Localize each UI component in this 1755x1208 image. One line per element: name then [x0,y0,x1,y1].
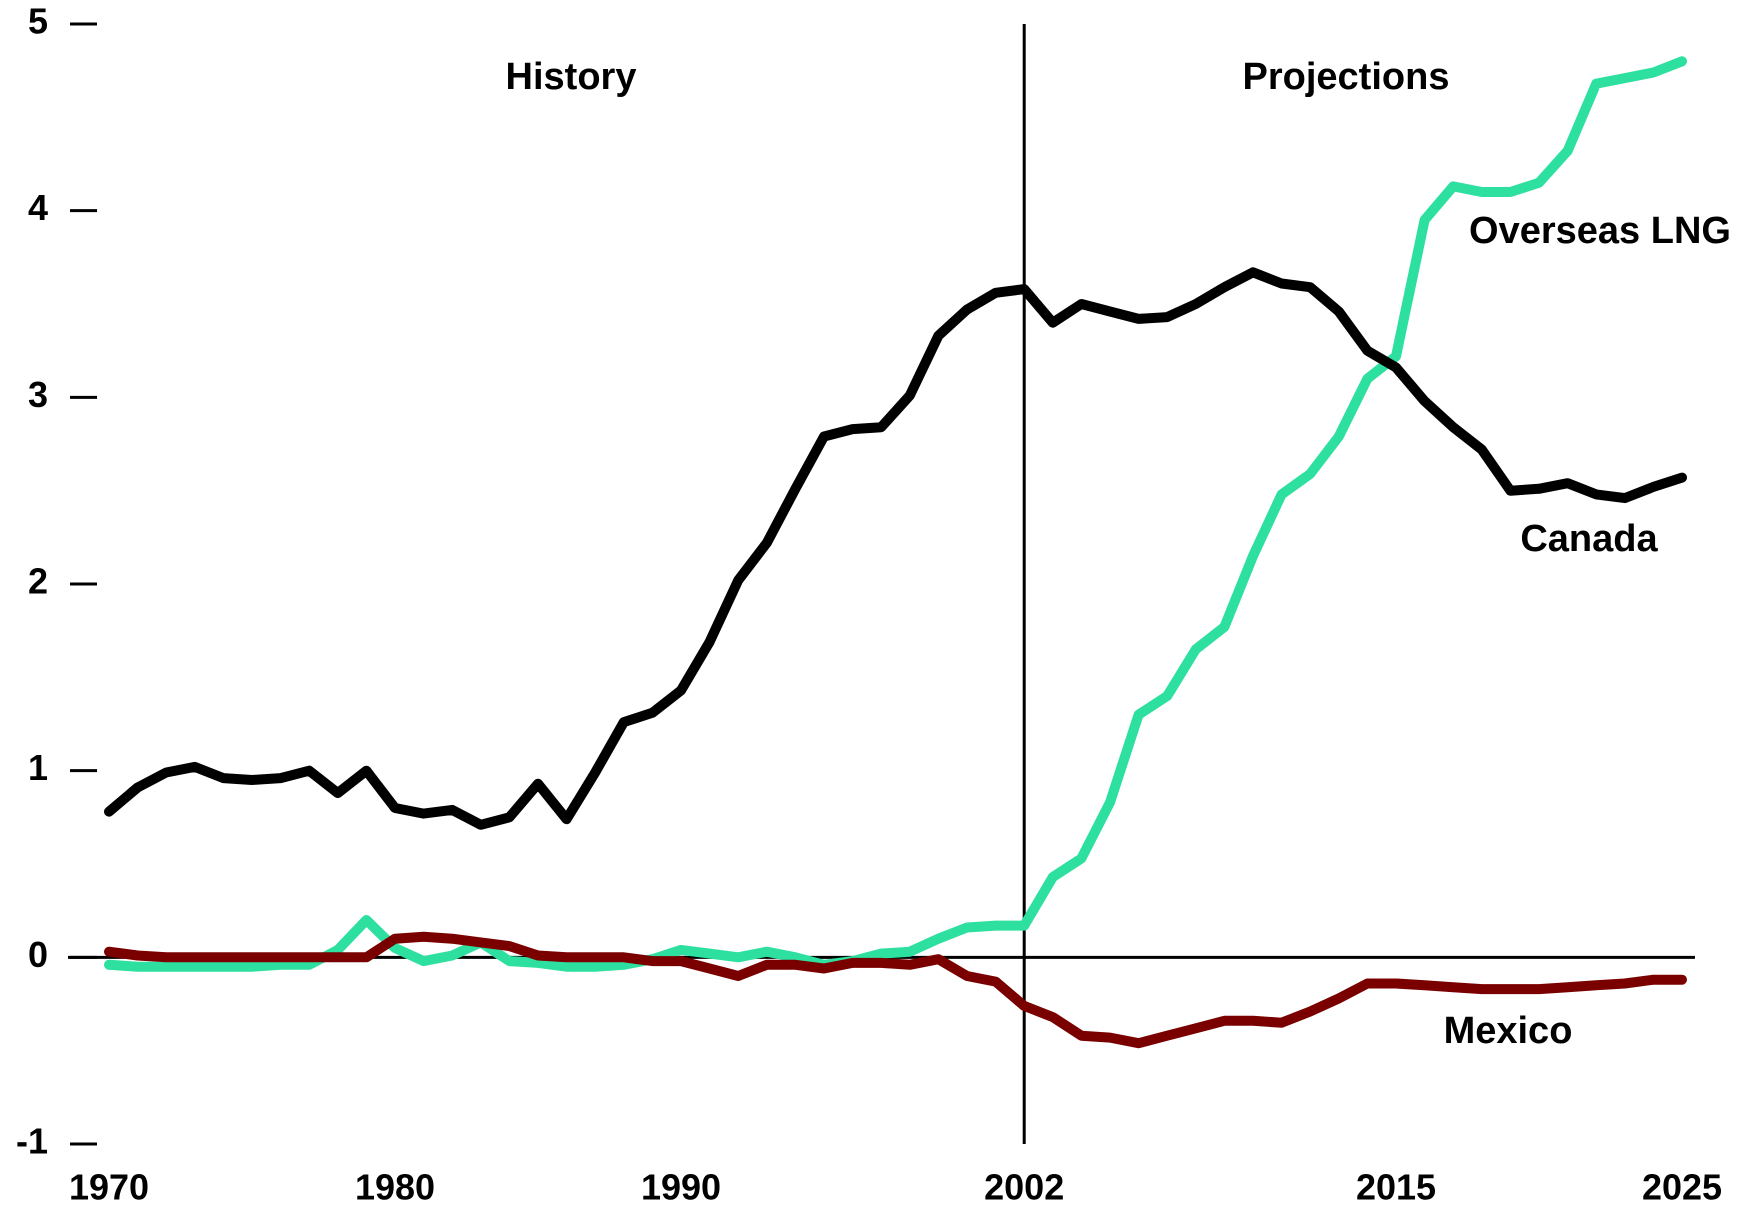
x-tick-label: 2002 [984,1167,1064,1208]
series-line [104,931,1687,1049]
series-line [104,56,1687,972]
y-tick-label: 4 [28,187,48,228]
x-tick-label: 1990 [641,1167,721,1208]
series-label: Overseas LNG [1469,210,1731,252]
annotation: Projections [1243,56,1450,98]
series-label: Mexico [1444,1010,1573,1052]
annotation: History [506,56,637,98]
y-tick-label: 5 [28,1,48,42]
y-tick-label: 3 [28,374,48,415]
y-tick-label: -1 [16,1121,48,1162]
y-tick-label: 0 [28,934,48,975]
x-tick-label: 1980 [355,1167,435,1208]
y-tick-label: 1 [28,747,48,788]
x-tick-label: 2015 [1356,1167,1436,1208]
series-line [104,267,1687,830]
y-tick-label: 2 [28,561,48,602]
x-tick-label: 2025 [1642,1167,1722,1208]
series-label: Canada [1520,518,1658,560]
x-tick-label: 1970 [69,1167,149,1208]
